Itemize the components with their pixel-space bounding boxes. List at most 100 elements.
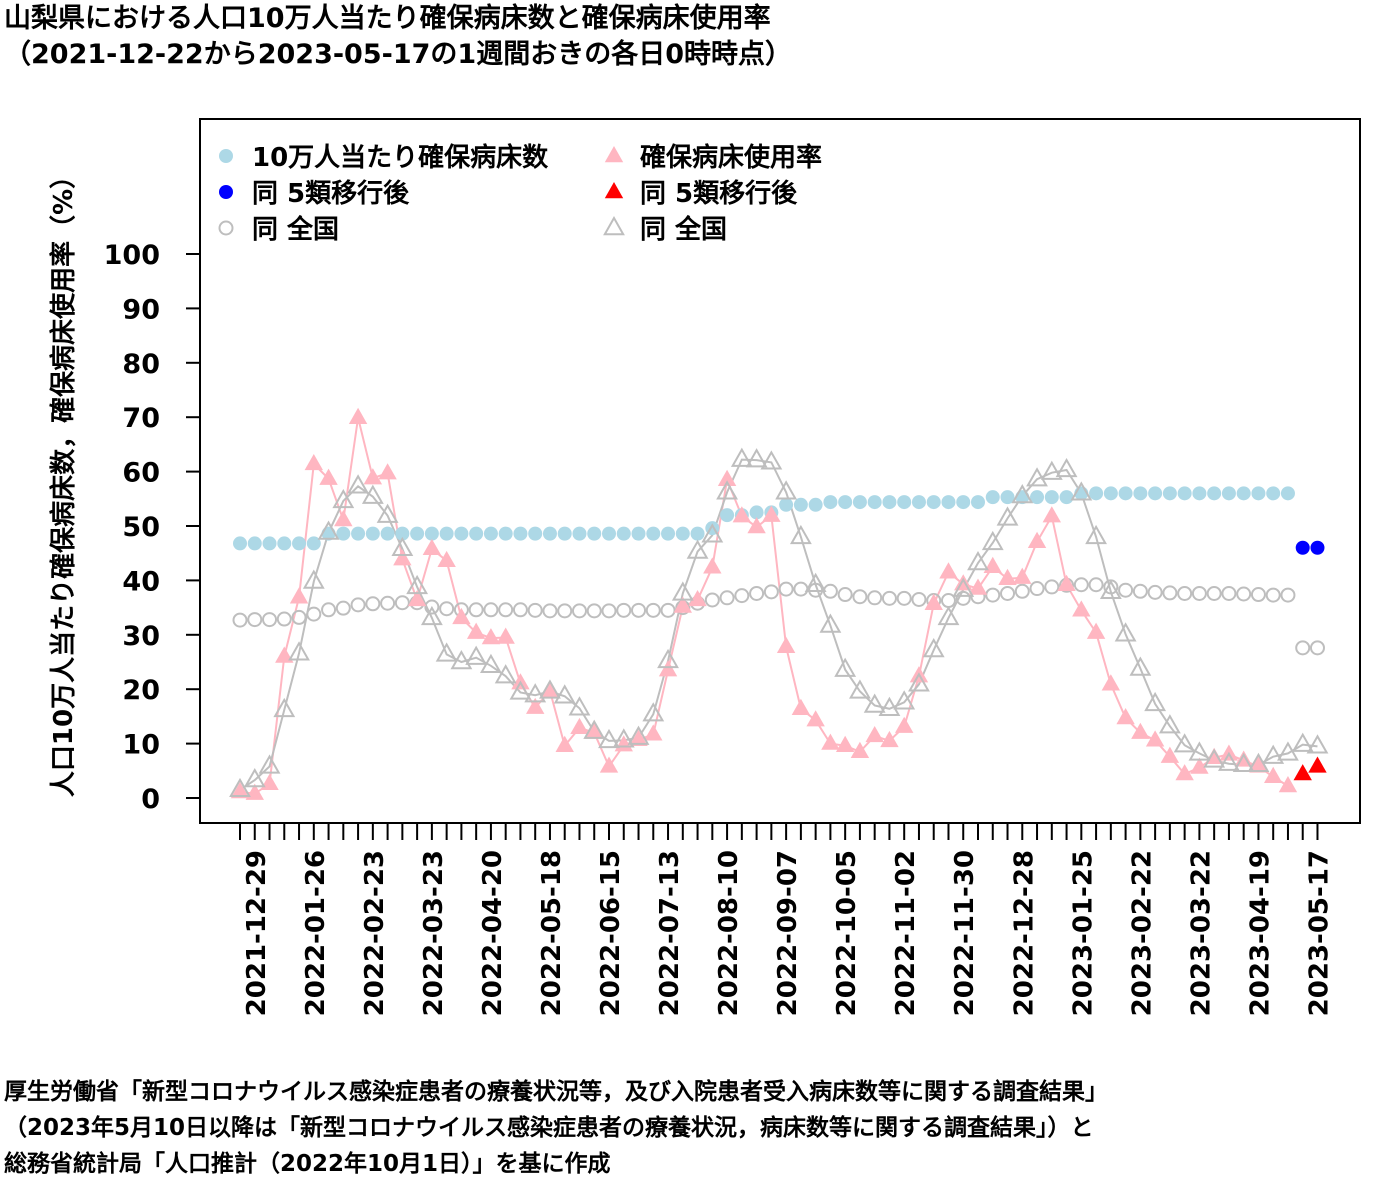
beds_national-point <box>1295 640 1311 656</box>
beds_national-point <box>306 606 322 622</box>
y-tick-label: 30 <box>122 621 160 652</box>
beds-point <box>498 526 513 541</box>
legend-marker-usage <box>604 146 624 163</box>
beds_national-point <box>557 603 573 619</box>
usage_national-point <box>317 520 340 540</box>
beds_national-point <box>291 609 307 625</box>
usage-point <box>968 578 988 595</box>
beds-point <box>513 526 528 541</box>
beds_national-point <box>704 592 720 608</box>
usage-point <box>673 596 692 613</box>
usage_national-point <box>302 569 325 589</box>
usage-point <box>393 549 412 566</box>
beds-point <box>1000 490 1015 505</box>
usage-point <box>1131 722 1150 739</box>
usage-point <box>629 729 648 746</box>
beds_national-point <box>601 603 617 619</box>
legend-label-beds: 10万人当たり確保病床数 <box>252 142 549 173</box>
beds-point <box>616 526 631 541</box>
usage_national-point <box>1262 744 1285 764</box>
usage-point <box>1072 600 1091 617</box>
usage_national-point <box>922 638 945 658</box>
beds-point <box>277 536 292 551</box>
beds-point <box>365 526 380 541</box>
beds_national-point <box>1132 583 1148 599</box>
y-axis-label: 人口10万人当たり確保病床数，確保病床使用率（%） <box>48 163 79 797</box>
beds-point <box>557 526 572 541</box>
beds_national-point <box>247 612 263 628</box>
x-tick-label: 2022-11-02 <box>891 850 921 1016</box>
series-points <box>229 407 1329 800</box>
usage_national-point <box>952 577 975 597</box>
usage_national-point <box>347 474 369 494</box>
chart-subtitle: （2021-12-22から2023-05-17の1週間おきの各日0時時点） <box>4 39 792 70</box>
beds_national-point <box>1250 587 1266 603</box>
usage-point <box>791 698 811 715</box>
y-tick-label: 50 <box>122 512 160 543</box>
beds-point <box>793 497 808 512</box>
usage-point <box>570 717 589 735</box>
beds_national-point <box>896 590 912 606</box>
usage_national-point <box>834 657 857 677</box>
beds_national-point <box>439 601 455 617</box>
legend-marker-beds_after <box>219 185 233 199</box>
beds_national-point <box>1309 640 1325 656</box>
usage-point <box>422 538 442 556</box>
beds-point <box>306 536 321 551</box>
usage_national-point <box>568 696 591 716</box>
usage_national-point <box>849 679 871 699</box>
beds-point <box>1030 490 1045 505</box>
usage_national-point <box>288 641 310 661</box>
usage-point <box>275 646 294 663</box>
source-note-line-2: （2023年5月10日以降は「新型コロナウイルス感染症患者の療養状況，病床数等に… <box>4 1115 1094 1141</box>
usage_national-point <box>229 777 251 798</box>
usage_national-point <box>716 480 738 500</box>
usage_national-point <box>730 447 753 467</box>
usage_national-point <box>701 523 724 543</box>
usage_national-point <box>391 536 414 557</box>
usage_national-point <box>420 605 443 626</box>
x-tick-label: 2022-09-07 <box>773 850 803 1016</box>
usage_national-point <box>627 725 650 745</box>
usage_national-point <box>981 530 1004 551</box>
beds-point <box>926 495 941 510</box>
usage-point <box>1190 757 1209 774</box>
usage_national-point <box>539 679 561 699</box>
usage-point <box>437 550 456 568</box>
beds-point <box>1089 486 1104 501</box>
usage_national-point <box>361 484 384 504</box>
usage-point <box>378 463 397 480</box>
beds_after-point <box>1310 540 1325 555</box>
beds_national-point <box>1029 581 1045 597</box>
beds-point <box>1103 486 1118 501</box>
beds-point <box>410 526 425 541</box>
usage_national-point <box>1114 622 1137 642</box>
legend-label-beds_after: 同 5類移行後 <box>252 178 410 209</box>
usage-point <box>1101 674 1121 691</box>
usage-point <box>1264 766 1283 783</box>
beds_after-point <box>1295 540 1310 555</box>
usage-point <box>1175 764 1194 781</box>
source-note-line-3: 総務省統計局「人口推計（2022年10月1日）」を基に作成 <box>4 1151 611 1177</box>
usage_national-point <box>243 768 266 788</box>
y-tick-label: 60 <box>122 458 160 489</box>
beds-point <box>956 495 971 510</box>
beds-point <box>233 536 247 551</box>
usage-point <box>599 756 619 773</box>
beds_national-point <box>1236 586 1252 602</box>
usage-point <box>732 506 752 523</box>
legend-label-usage: 確保病床使用率 <box>640 142 822 173</box>
y-tick-label: 90 <box>122 294 160 325</box>
beds-point <box>823 495 838 510</box>
usage_national-point <box>775 480 798 500</box>
usage-point <box>363 468 383 485</box>
y-tick-label: 20 <box>122 675 160 706</box>
usage_national-point <box>1232 752 1255 773</box>
usage-point <box>703 557 722 574</box>
beds_national-point <box>586 603 602 619</box>
beds-point <box>336 526 351 541</box>
usage_national-point <box>583 719 606 739</box>
y-tick-label: 0 <box>141 784 160 815</box>
usage-point <box>334 510 353 527</box>
beds_national-point <box>867 590 883 606</box>
